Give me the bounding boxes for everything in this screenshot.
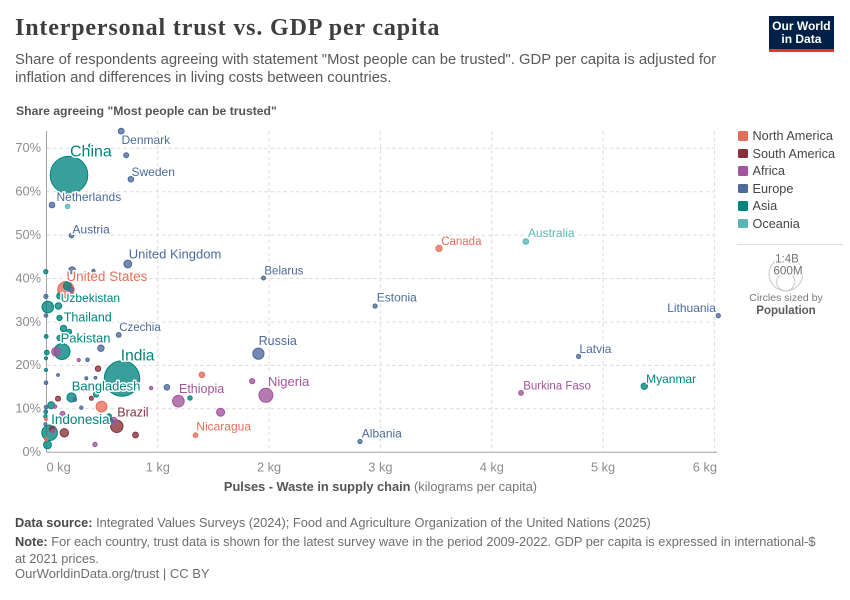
- svg-text:Russia: Russia: [259, 334, 297, 348]
- svg-text:Nicaragua: Nicaragua: [196, 420, 251, 434]
- svg-text:0 kg: 0 kg: [47, 460, 71, 475]
- svg-text:30%: 30%: [15, 314, 41, 329]
- svg-text:Belarus: Belarus: [264, 265, 303, 277]
- svg-text:Thailand: Thailand: [64, 311, 112, 325]
- svg-text:Myanmar: Myanmar: [646, 372, 696, 386]
- svg-text:70%: 70%: [15, 140, 41, 155]
- svg-text:Pulses - Waste in supply chain: Pulses - Waste in supply chain (kilogram…: [224, 479, 537, 494]
- svg-text:Sweden: Sweden: [132, 165, 175, 179]
- svg-text:Czechia: Czechia: [119, 322, 161, 334]
- svg-text:3 kg: 3 kg: [368, 460, 392, 475]
- svg-text:50%: 50%: [15, 227, 41, 242]
- svg-text:Bangladesh: Bangladesh: [72, 378, 141, 393]
- svg-text:China: China: [70, 143, 112, 160]
- svg-text:1 kg: 1 kg: [146, 460, 170, 475]
- svg-text:United Kingdom: United Kingdom: [129, 247, 222, 262]
- svg-text:Pakistan: Pakistan: [61, 330, 111, 345]
- svg-text:Denmark: Denmark: [122, 133, 172, 147]
- svg-text:Burkina Faso: Burkina Faso: [523, 380, 591, 392]
- svg-text:0%: 0%: [23, 444, 42, 459]
- svg-text:20%: 20%: [15, 357, 41, 372]
- svg-text:60%: 60%: [15, 184, 41, 199]
- svg-text:2 kg: 2 kg: [257, 460, 281, 475]
- svg-text:Ethiopia: Ethiopia: [179, 382, 224, 396]
- svg-text:Austria: Austria: [72, 222, 110, 236]
- svg-text:India: India: [121, 347, 155, 364]
- svg-text:Lithuania: Lithuania: [667, 301, 716, 315]
- svg-text:Albania: Albania: [362, 426, 402, 440]
- svg-text:10%: 10%: [15, 401, 41, 416]
- svg-text:Estonia: Estonia: [377, 291, 417, 305]
- svg-text:40%: 40%: [15, 270, 41, 285]
- svg-text:4 kg: 4 kg: [480, 460, 504, 475]
- svg-text:Brazil: Brazil: [117, 406, 148, 420]
- svg-text:Indonesia: Indonesia: [51, 412, 110, 427]
- svg-text:Netherlands: Netherlands: [57, 190, 122, 204]
- svg-text:600M: 600M: [773, 264, 802, 277]
- svg-text:6 kg: 6 kg: [693, 460, 717, 475]
- svg-text:United States: United States: [66, 269, 147, 284]
- svg-text:1:4B: 1:4B: [775, 253, 799, 265]
- svg-text:Australia: Australia: [528, 226, 575, 240]
- svg-text:Uzbekistan: Uzbekistan: [61, 291, 120, 305]
- svg-text:Latvia: Latvia: [579, 342, 611, 356]
- svg-text:Canada: Canada: [441, 236, 482, 248]
- svg-text:Nigeria: Nigeria: [268, 374, 310, 389]
- svg-text:5 kg: 5 kg: [591, 460, 615, 475]
